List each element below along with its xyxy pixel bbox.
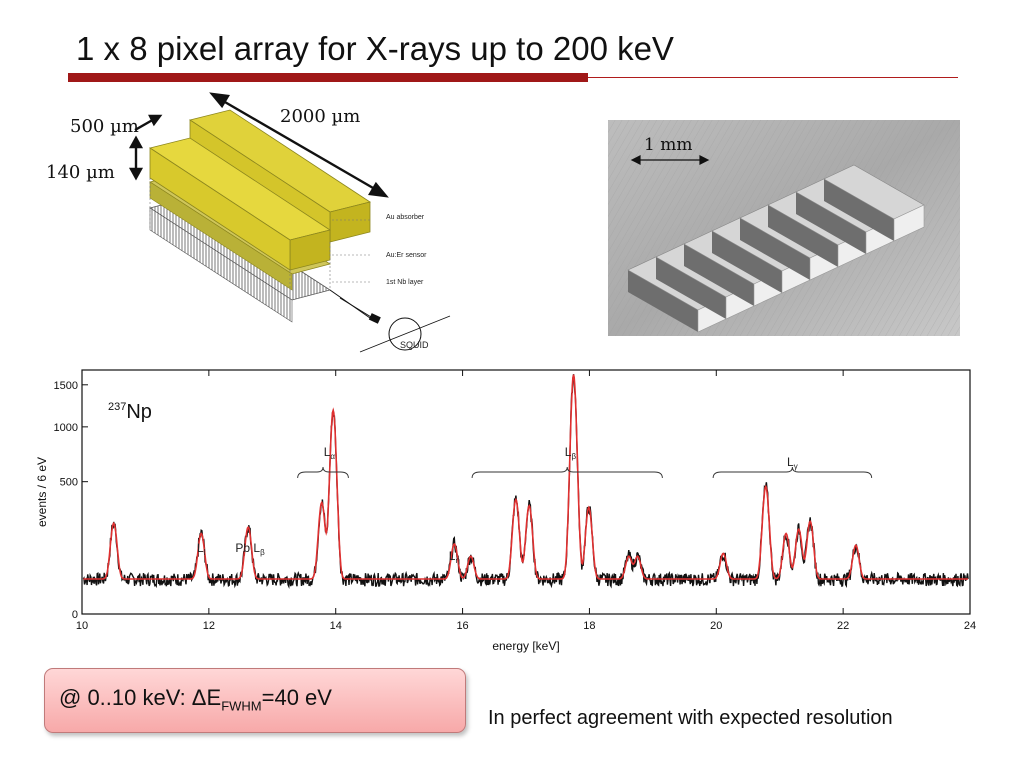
spectrum-chart: 10 12 14 16 18 20 22 24 0 500 1000 1500 energy [keV]… bbox=[35, 369, 976, 653]
y-axis-label: events / 6 eV bbox=[35, 457, 49, 527]
x-tick-label: 24 bbox=[964, 620, 976, 632]
resolution-callout: @ 0..10 keV: ΔEFWHM=40 eV bbox=[44, 668, 466, 733]
line-group-brace bbox=[471, 466, 663, 479]
line-label: Lγ bbox=[787, 455, 798, 471]
x-tick-label: 20 bbox=[710, 620, 722, 632]
squid-icon bbox=[388, 317, 422, 351]
y-tick-label: 500 bbox=[60, 477, 78, 489]
x-tick-label: 12 bbox=[203, 620, 215, 632]
resolution-text: @ 0..10 keV: ΔEFWHM=40 eV bbox=[59, 685, 332, 714]
dimension-height-label: 140 µm bbox=[46, 162, 115, 183]
y-tick-label: 1500 bbox=[54, 380, 78, 392]
title-underline-accent bbox=[68, 73, 588, 82]
x-tick-label: 16 bbox=[456, 620, 468, 632]
x-tick-label: 22 bbox=[837, 620, 849, 632]
x-axis-label: energy [keV] bbox=[492, 639, 559, 653]
line-label: Pb Lβ bbox=[235, 541, 265, 557]
dimension-length-label: 2000 µm bbox=[280, 106, 360, 127]
absorber-pixel bbox=[823, 164, 925, 242]
y-tick-label: 0 bbox=[72, 609, 78, 621]
line-label: Lη bbox=[449, 549, 460, 565]
plot-frame bbox=[81, 369, 971, 615]
y-tick-label: 1000 bbox=[54, 422, 78, 434]
sem-photo: 1 mm bbox=[608, 120, 960, 336]
x-tick-label: 18 bbox=[583, 620, 595, 632]
slide-title: 1 x 8 pixel array for X-rays up to 200 k… bbox=[76, 30, 674, 67]
isotope-annotation: 237Np bbox=[108, 401, 152, 423]
dimension-width-label: 500 µm bbox=[70, 116, 139, 137]
x-tick-label: 10 bbox=[76, 620, 88, 632]
line-group-brace bbox=[712, 466, 873, 479]
squid-label: SQUID bbox=[400, 340, 429, 350]
line-label: Lα bbox=[324, 445, 336, 461]
line-label: Ll bbox=[197, 541, 206, 557]
layer-label-nb: 1st Nb layer bbox=[386, 279, 424, 286]
scale-bar-label: 1 mm bbox=[644, 135, 692, 155]
x-tick-label: 14 bbox=[330, 620, 342, 632]
detector-schematic: Au absorber Au:Er sensor 1st Nb layer SQ… bbox=[46, 92, 451, 353]
layer-label-sensor: Au:Er sensor bbox=[386, 252, 427, 259]
line-label: Lβ bbox=[565, 445, 577, 461]
line-group-brace bbox=[297, 466, 349, 479]
fit-line bbox=[83, 374, 969, 580]
layer-label-absorber: Au absorber bbox=[386, 214, 425, 221]
conclusion-text: In perfect agreement with expected resol… bbox=[488, 707, 893, 729]
